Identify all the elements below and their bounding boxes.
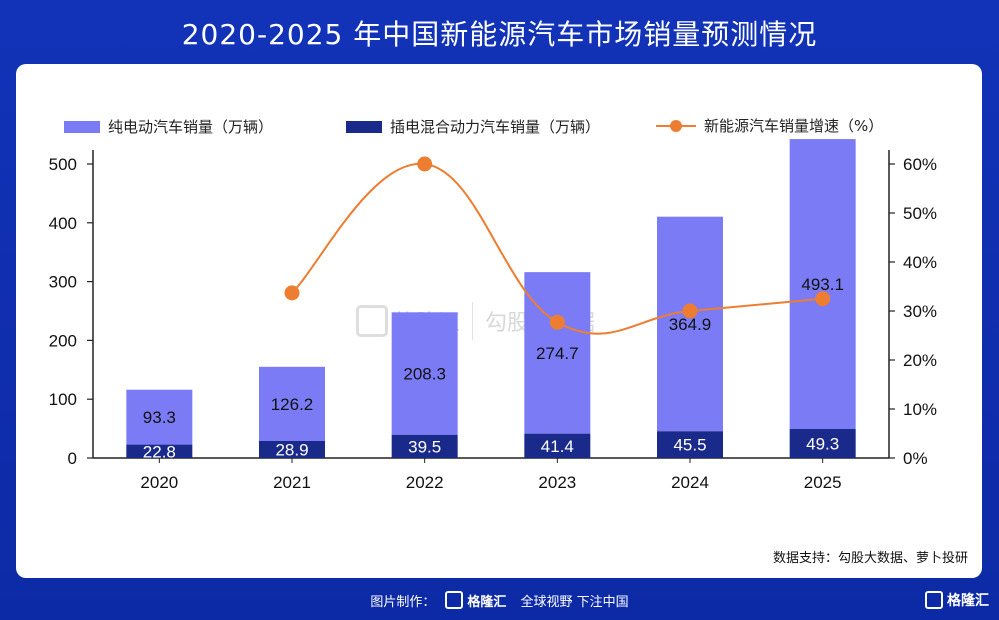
bar-phev: [657, 431, 723, 458]
footer-logo-icon: [445, 591, 464, 609]
bar-phev: [126, 444, 193, 458]
growth-point: [682, 303, 698, 319]
x-tick-label: 2020: [140, 473, 178, 492]
phev-data-label: 49.3: [806, 435, 839, 454]
y-left-tick-label: 400: [49, 214, 77, 233]
bar-bev: [259, 366, 325, 442]
bev-data-label: 493.1: [801, 275, 844, 294]
bev-data-label: 364.9: [669, 315, 712, 334]
y-left-tick-label: 0: [68, 449, 77, 468]
y-left-tick-label: 100: [49, 390, 77, 409]
x-tick-label: 2025: [804, 473, 842, 492]
phev-data-label: 45.5: [673, 436, 706, 455]
corner-logo-text: 格隆汇: [947, 593, 989, 609]
y-right-tick-label: 60%: [903, 155, 937, 174]
y-right-tick-label: 50%: [903, 204, 937, 223]
corner-logo: 格隆汇: [925, 590, 989, 610]
footer-made-by: 图片制作：: [370, 594, 436, 610]
phev-data-label: 41.4: [541, 437, 574, 456]
growth-line: [291, 162, 823, 335]
y-right-tick-label: 10%: [903, 400, 937, 419]
footer-logo: 格隆汇: [445, 591, 506, 610]
legend-bev: 纯电动汽车销量（万辆）: [64, 116, 273, 137]
x-tick-label: 2024: [671, 473, 709, 492]
legend-bev-swatch: [64, 120, 100, 133]
legend-phev: 插电混合动力汽车销量（万辆）: [346, 116, 600, 137]
phev-data-label: 22.8: [143, 442, 176, 461]
bar-bev: [391, 312, 458, 435]
bar-bev: [789, 139, 856, 430]
legend-growth: 新能源汽车销量增速（%）: [656, 115, 883, 136]
bar-phev: [789, 429, 856, 458]
chart-card: 纯电动汽车销量（万辆） 插电混合动力汽车销量（万辆） 新能源汽车销量增速（%） …: [16, 64, 982, 578]
growth-point: [417, 156, 433, 172]
phev-data-label: 39.5: [408, 437, 441, 456]
legend-bev-label: 纯电动汽车销量（万辆）: [108, 118, 274, 136]
legend-phev-label: 插电混合动力汽车销量（万辆）: [390, 118, 601, 136]
legend-growth-swatch: [656, 119, 696, 133]
corner-logo-icon: [925, 591, 943, 609]
footer-logo-text: 格隆汇: [467, 594, 507, 610]
legend-phev-swatch: [346, 120, 382, 133]
bev-data-label: 208.3: [403, 365, 446, 384]
bar-phev: [391, 434, 458, 458]
x-tick-label: 2022: [406, 473, 444, 492]
growth-point: [549, 314, 565, 330]
watermark-logo-icon: [356, 305, 388, 337]
phev-data-label: 28.9: [275, 441, 308, 460]
y-right-tick-label: 0%: [903, 449, 928, 468]
y-right-tick-label: 30%: [903, 302, 937, 321]
growth-point: [815, 291, 831, 307]
bar-bev: [126, 389, 193, 445]
chart-plot: 0 100 200 300 400 500 0% 10% 20% 30% 40% 50% 60% 2020…: [49, 139, 937, 492]
y-right-tick-label: 40%: [903, 253, 937, 272]
y-right-tick-label: 20%: [903, 351, 937, 370]
x-tick-label: 2023: [538, 473, 576, 492]
bev-data-label: 93.3: [143, 408, 176, 427]
y-left-tick-label: 300: [49, 273, 77, 292]
bev-data-label: 274.7: [536, 344, 579, 363]
y-left-tick-label: 200: [49, 331, 77, 350]
bar-phev: [524, 433, 591, 458]
footer: 图片制作： 格隆汇 全球视野 下注中国: [0, 580, 999, 620]
footer-slogan: 全球视野 下注中国: [520, 594, 629, 610]
x-tick-label: 2021: [273, 473, 311, 492]
growth-point: [284, 285, 300, 301]
bar-bev: [524, 272, 591, 434]
y-left-tick-label: 500: [49, 155, 77, 174]
source-note: 数据支持：勾股大数据、萝卜投研: [772, 551, 968, 566]
bar-phev: [259, 441, 325, 458]
bar-bev: [657, 216, 723, 432]
bev-data-label: 126.2: [271, 395, 314, 414]
chart-title: 2020-2025 年中国新能源汽车市场销量预测情况: [181, 18, 818, 51]
legend-growth-label: 新能源汽车销量增速（%）: [704, 117, 884, 135]
